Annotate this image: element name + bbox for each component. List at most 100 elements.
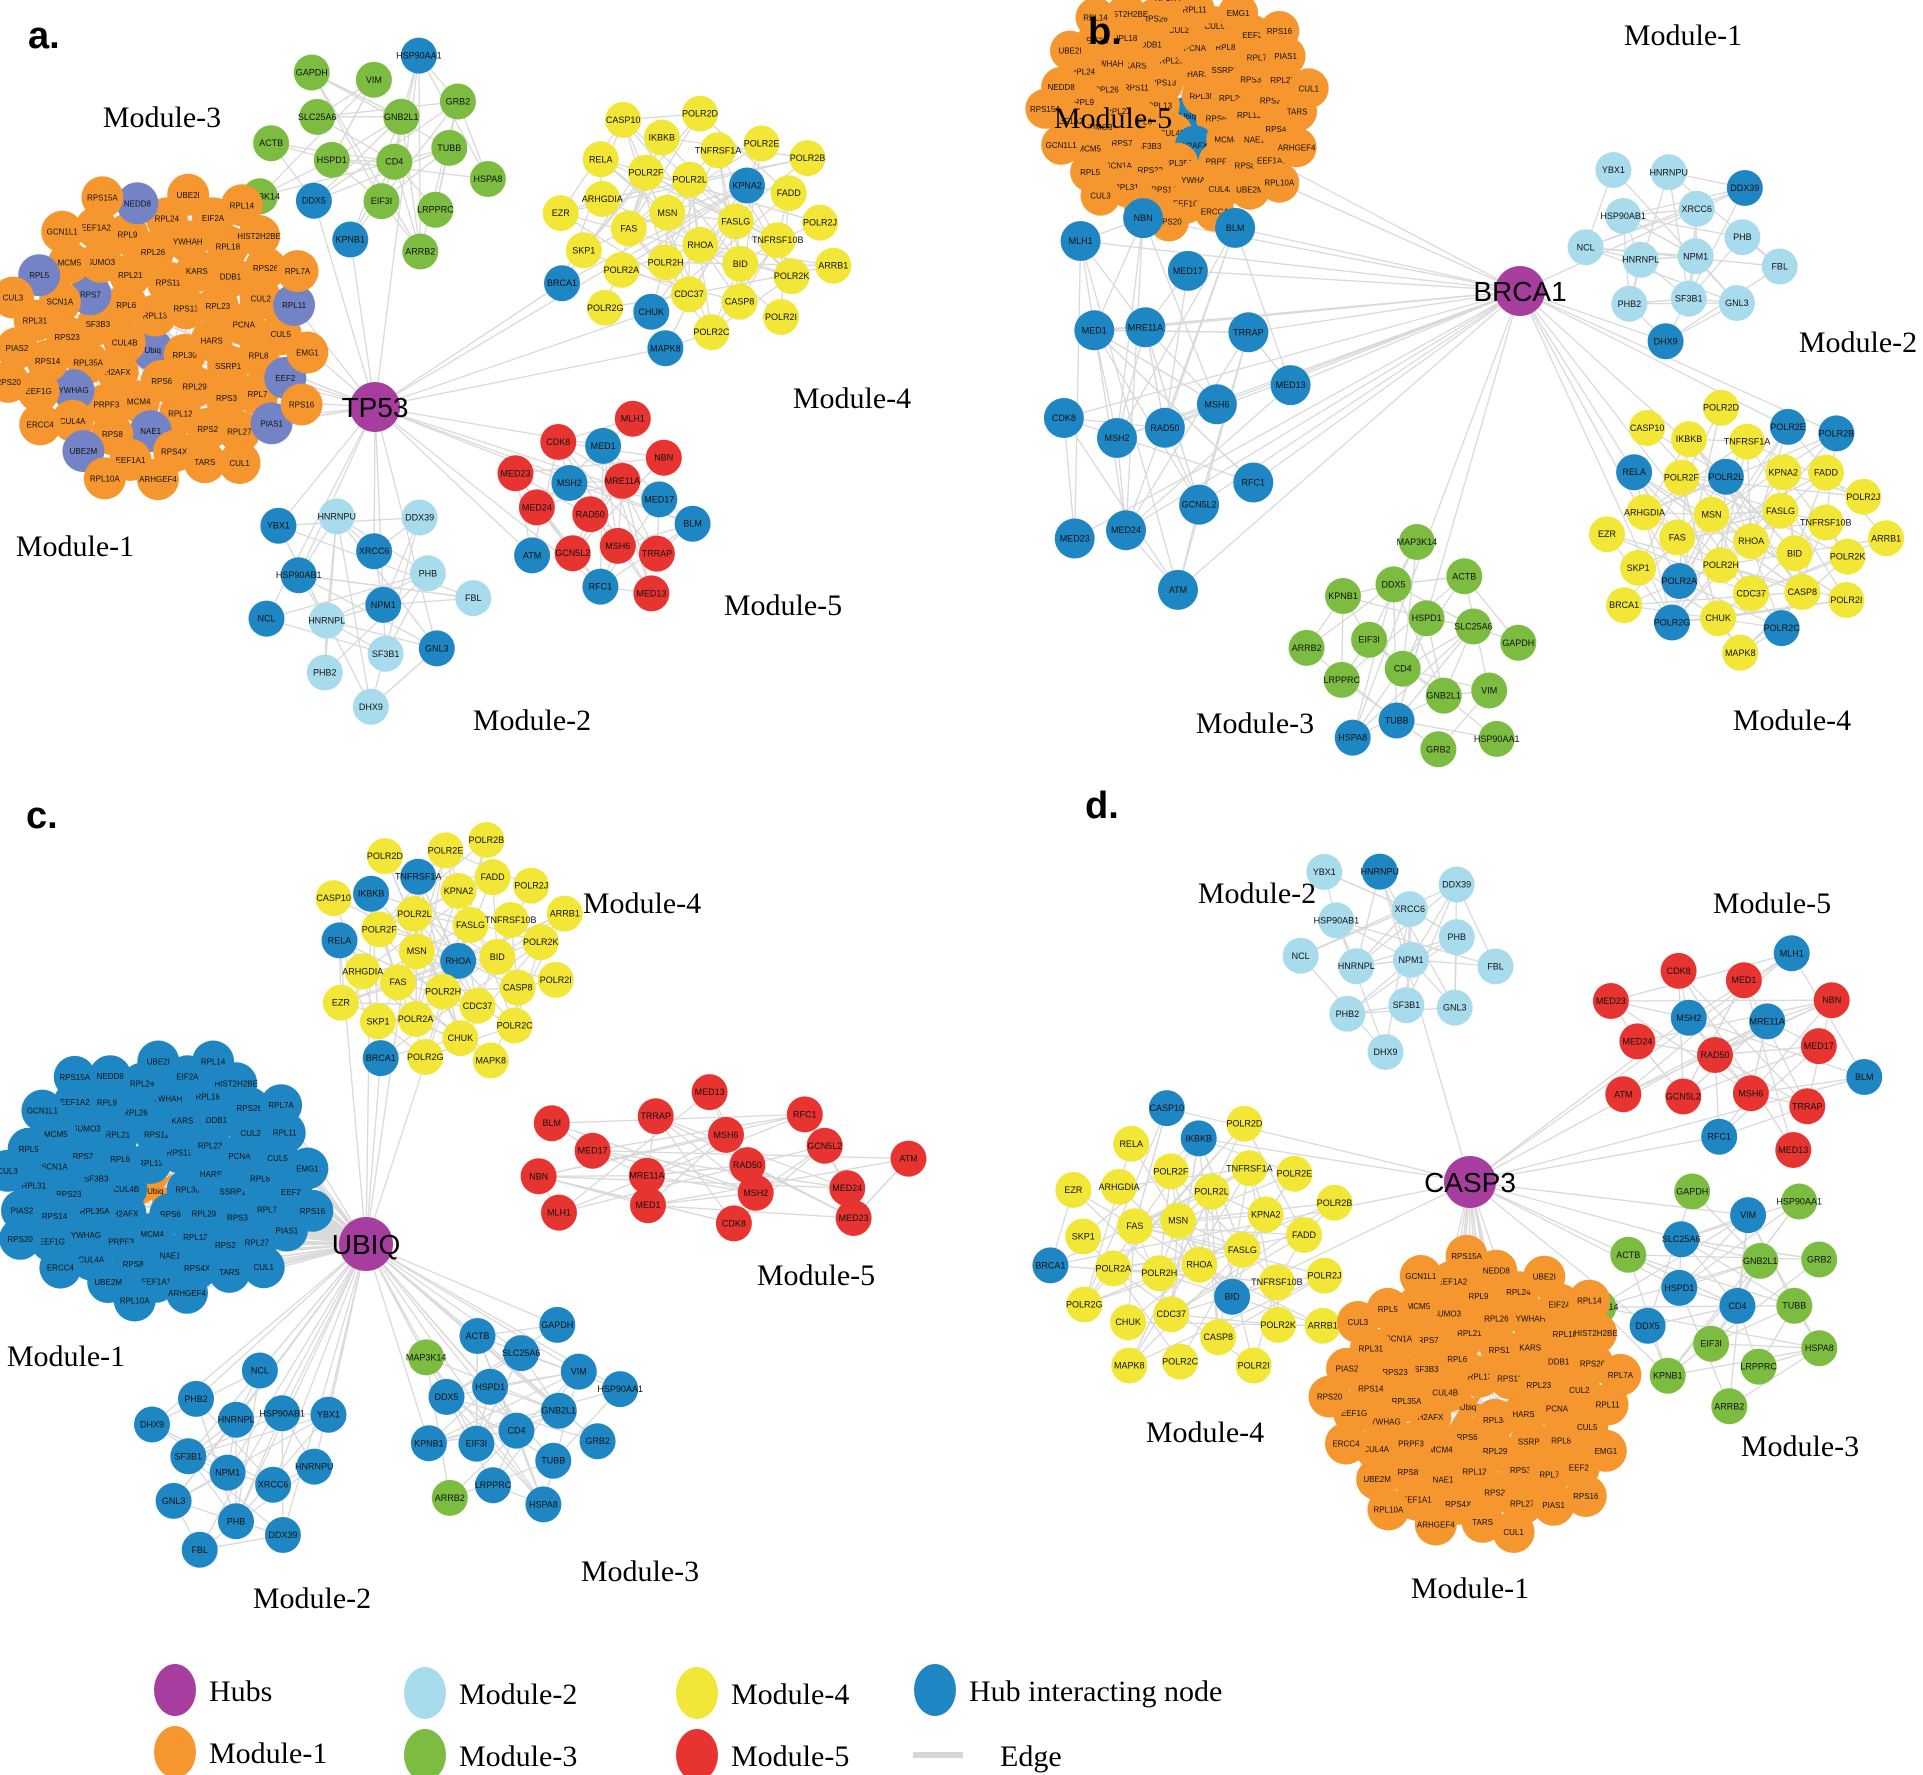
node-RPL14 bbox=[192, 1040, 235, 1083]
node-label-Ubiq: Ubiq bbox=[147, 1187, 163, 1196]
node-CUL1 bbox=[242, 1246, 285, 1289]
node-label-POLR2J: POLR2J bbox=[1307, 1271, 1341, 1281]
node-label-VIM: VIM bbox=[1481, 686, 1497, 696]
node-label-RPS6: RPS6 bbox=[151, 377, 172, 386]
node-label-KARS: KARS bbox=[186, 267, 208, 276]
node-label-MSN: MSN bbox=[1702, 510, 1722, 520]
node-label-PRPF3: PRPF3 bbox=[108, 1237, 134, 1246]
node-label-GAPDH: GAPDH bbox=[1676, 1187, 1708, 1197]
node-label-POLR2D: POLR2D bbox=[1226, 1119, 1263, 1129]
node-label-TNFRSF10B: TNFRSF10B bbox=[752, 235, 804, 245]
node-RAD50 bbox=[1144, 407, 1185, 448]
node-RPL10A bbox=[1259, 162, 1300, 203]
node-RPS16 bbox=[1564, 1475, 1607, 1517]
node-XRCC6 bbox=[1391, 891, 1428, 928]
node-label-RPL18: RPL18 bbox=[195, 1092, 220, 1101]
node-label-CD4: CD4 bbox=[1394, 664, 1412, 674]
node-label-RPL24: RPL24 bbox=[155, 214, 180, 223]
node-POLR2F bbox=[627, 154, 664, 191]
node-label-MED24: MED24 bbox=[1111, 525, 1141, 535]
module-label-c-m5: Module-5 bbox=[757, 1259, 875, 1292]
node-label-RELA: RELA bbox=[589, 154, 613, 164]
node-label-UBE2M: UBE2M bbox=[94, 1278, 122, 1287]
node-label-EEF2: EEF2 bbox=[1242, 31, 1263, 40]
node-HNRNPL bbox=[218, 1401, 255, 1438]
node-label-EEF1G: EEF1G bbox=[1173, 200, 1199, 209]
node-label-HSP90AB1: HSP90AB1 bbox=[276, 570, 322, 580]
node-DHX9 bbox=[352, 688, 389, 725]
node-label-TNFRSF10B: TNFRSF10B bbox=[1251, 1277, 1303, 1287]
node-label-HARS: HARS bbox=[200, 1170, 222, 1179]
node-label-MED24: MED24 bbox=[1622, 1036, 1652, 1046]
node-label-EEF1A1: EEF1A1 bbox=[141, 1278, 171, 1287]
node-RPL7A bbox=[1147, 0, 1188, 18]
node-BLM bbox=[1846, 1059, 1883, 1095]
node-label-POLR2B: POLR2B bbox=[790, 153, 826, 163]
node-label-POLR2A: POLR2A bbox=[604, 265, 640, 275]
node-POLR2B bbox=[789, 140, 826, 177]
node-label-RPL35A: RPL35A bbox=[73, 359, 103, 368]
node-label-ERCC4: ERCC4 bbox=[27, 420, 55, 429]
node-label-CUL2: CUL2 bbox=[250, 295, 271, 304]
node-TRRAP bbox=[1789, 1088, 1826, 1125]
node-RPL14 bbox=[1075, 0, 1116, 38]
node-label-RPL14: RPL14 bbox=[201, 1058, 226, 1067]
node-label-RHOA: RHOA bbox=[1738, 536, 1764, 546]
node-NCL bbox=[1282, 937, 1319, 974]
node-KPNA2 bbox=[1765, 454, 1802, 491]
node-label-FAS: FAS bbox=[1669, 533, 1686, 543]
panel-a: CD4 HSPD1 GNB2L1 EIF3I SLC25A6 TUBB DDX5 VIM LRP… bbox=[0, 15, 911, 737]
node-RPS15A bbox=[1445, 1234, 1488, 1277]
node-label-SCN1A: SCN1A bbox=[41, 1163, 68, 1172]
node-label-KPNA2: KPNA2 bbox=[1769, 467, 1799, 477]
node-CD4 bbox=[376, 143, 413, 180]
node-label-POLR2A: POLR2A bbox=[1096, 1264, 1132, 1274]
node-label-MED17: MED17 bbox=[578, 1146, 608, 1156]
node-label-MRE11A: MRE11A bbox=[629, 1171, 664, 1181]
node-PHB2 bbox=[178, 1380, 214, 1417]
node-IKBKB bbox=[1180, 1120, 1217, 1157]
node-label-DHX9: DHX9 bbox=[359, 702, 383, 712]
node-HSPD1 bbox=[313, 141, 350, 178]
node-label-FASLG: FASLG bbox=[1766, 506, 1795, 516]
node-label-RPL31: RPL31 bbox=[22, 1182, 47, 1191]
node-label-RPL23: RPL23 bbox=[1527, 1381, 1552, 1390]
node-label-MCM4: MCM4 bbox=[140, 1230, 164, 1239]
node-label-RPS2: RPS2 bbox=[215, 1241, 236, 1250]
node-RFC1 bbox=[1701, 1118, 1738, 1155]
node-TNFRSF10B bbox=[1258, 1264, 1295, 1301]
node-label-SLC25A6: SLC25A6 bbox=[502, 1348, 541, 1358]
node-BRCA1 bbox=[544, 265, 580, 302]
node-label-DHX9: DHX9 bbox=[1654, 336, 1678, 346]
node-label-VIM: VIM bbox=[571, 1367, 587, 1377]
node-MED17 bbox=[641, 481, 678, 518]
node-label-XRCC6: XRCC6 bbox=[359, 546, 390, 556]
node-label-POLR2G: POLR2G bbox=[1654, 618, 1691, 628]
node-label-NBN: NBN bbox=[1822, 995, 1841, 1005]
node-label-EEF2: EEF2 bbox=[281, 1188, 302, 1197]
node-SUMO3 bbox=[79, 240, 122, 283]
node-EIF3I bbox=[1351, 621, 1388, 658]
node-label-RPL9: RPL9 bbox=[117, 230, 138, 239]
node-label-SF3B3: SF3B3 bbox=[1414, 1365, 1439, 1374]
node-RPS20 bbox=[0, 360, 30, 403]
node-label-EMG1: EMG1 bbox=[296, 1165, 319, 1174]
node-label-ARRB2: ARRB2 bbox=[435, 1493, 465, 1503]
node-label-RPS14: RPS14 bbox=[42, 1212, 68, 1221]
node-TRRAP bbox=[637, 1098, 674, 1135]
node-label-FAS: FAS bbox=[1126, 1221, 1143, 1231]
node-GNL3 bbox=[418, 630, 455, 667]
node-label-HSPA8: HSPA8 bbox=[473, 174, 502, 184]
node-label-CASP8: CASP8 bbox=[725, 297, 755, 307]
node-label-RPL9: RPL9 bbox=[1468, 1292, 1489, 1301]
node-MRE11A bbox=[1125, 307, 1166, 348]
node-label-XRCC6: XRCC6 bbox=[1682, 204, 1713, 214]
node-MRE11A bbox=[628, 1157, 665, 1194]
node-label-RPS13: RPS13 bbox=[1151, 79, 1177, 88]
node-label-FADD: FADD bbox=[1814, 468, 1839, 478]
node-DDX5 bbox=[295, 182, 332, 219]
node-label-PHB2: PHB2 bbox=[1618, 299, 1642, 309]
node-label-MAPK8: MAPK8 bbox=[1725, 648, 1756, 658]
node-POLR2E bbox=[743, 125, 780, 162]
node-CDC37 bbox=[1733, 575, 1770, 612]
